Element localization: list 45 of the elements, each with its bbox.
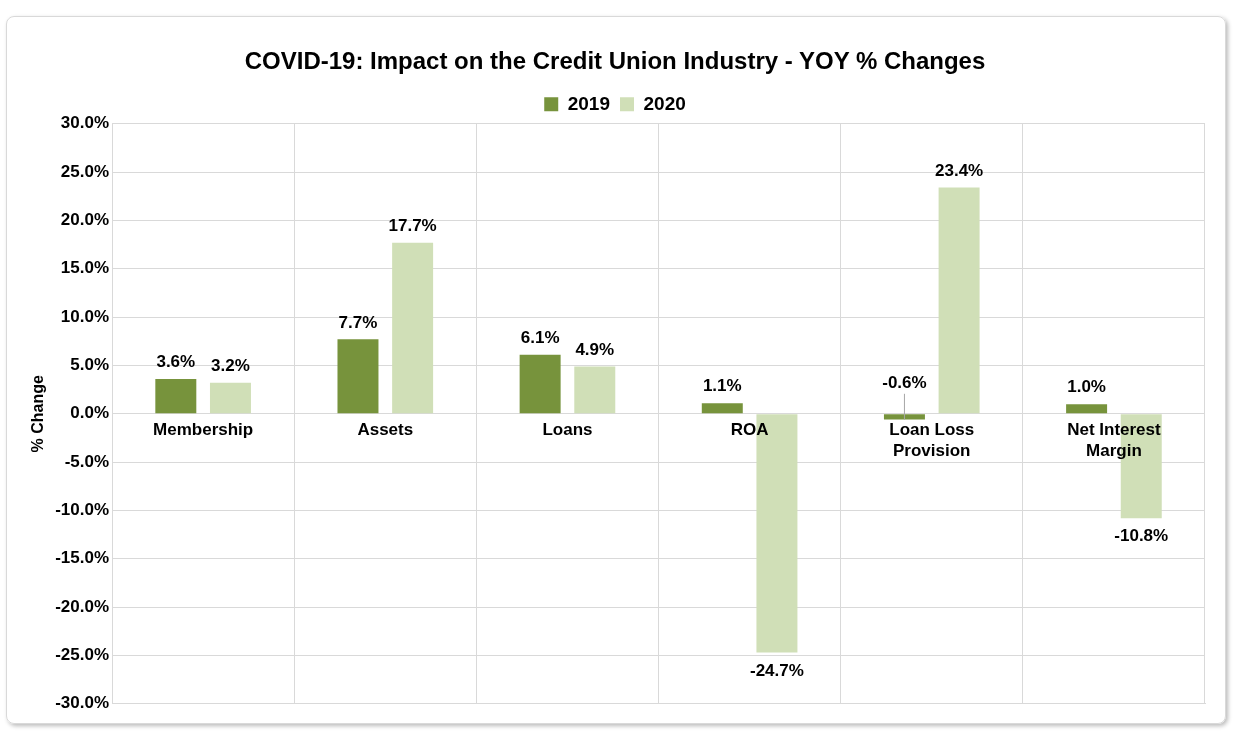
y-tick-label: -30.0% bbox=[55, 693, 110, 713]
y-tick-label: -5.0% bbox=[64, 451, 110, 471]
bar bbox=[337, 339, 379, 414]
y-axis-title: % Change bbox=[29, 375, 47, 453]
y-tick-label: 0.0% bbox=[70, 403, 110, 423]
data-label: -24.7% bbox=[750, 660, 804, 680]
data-label: 4.9% bbox=[575, 339, 615, 359]
y-tick-label: 15.0% bbox=[60, 258, 110, 278]
x-tick-label: Membership bbox=[153, 419, 254, 439]
chart-title: COVID-19: Impact on the Credit Union Industry - YOY % Changes bbox=[244, 47, 986, 75]
y-tick-label: -10.0% bbox=[55, 500, 110, 520]
y-tick-label: 5.0% bbox=[70, 355, 110, 375]
y-tick-label: -20.0% bbox=[55, 596, 110, 616]
data-label: 17.7% bbox=[388, 215, 437, 235]
data-label: 6.1% bbox=[520, 328, 560, 348]
data-label: 1.0% bbox=[1067, 377, 1106, 397]
bar bbox=[701, 403, 743, 414]
y-tick-label: 30.0% bbox=[60, 113, 110, 133]
bar bbox=[392, 242, 434, 414]
x-tick-label: Net Interest Margin bbox=[1067, 419, 1162, 460]
y-tick-label: -25.0% bbox=[55, 645, 110, 665]
x-tick-label: Assets bbox=[357, 419, 414, 439]
y-tick-label: 10.0% bbox=[60, 306, 110, 326]
bar bbox=[1066, 404, 1108, 414]
bar bbox=[155, 379, 197, 414]
bar bbox=[519, 354, 561, 414]
legend-label: 2019 bbox=[567, 92, 611, 114]
x-tick-label: ROA bbox=[730, 419, 769, 439]
data-label: 7.7% bbox=[338, 312, 378, 332]
data-label: 23.4% bbox=[934, 160, 984, 180]
x-tick-label: Loan Loss Provision bbox=[889, 419, 975, 460]
bar bbox=[883, 414, 925, 420]
bar bbox=[209, 382, 251, 414]
data-label: -10.8% bbox=[1114, 526, 1169, 546]
y-tick-label: 25.0% bbox=[60, 161, 110, 181]
x-tick-label: Loans bbox=[542, 419, 593, 439]
data-label: 3.2% bbox=[211, 356, 250, 376]
y-tick-label: 20.0% bbox=[60, 210, 110, 230]
legend-label: 2020 bbox=[643, 92, 686, 114]
data-label: 1.1% bbox=[702, 376, 742, 396]
y-tick-label: -15.0% bbox=[55, 548, 110, 568]
bar bbox=[574, 366, 616, 414]
bar bbox=[938, 187, 980, 414]
data-label: -0.6% bbox=[882, 372, 927, 392]
data-label: 3.6% bbox=[156, 352, 196, 372]
